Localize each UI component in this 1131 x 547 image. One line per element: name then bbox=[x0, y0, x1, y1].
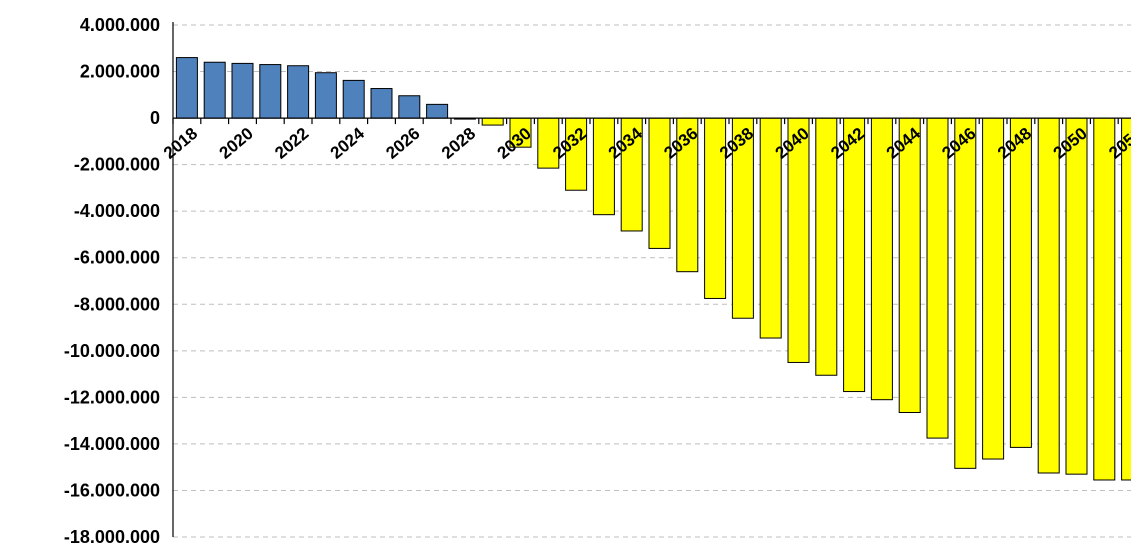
bar bbox=[982, 117, 1005, 460]
axes bbox=[172, 22, 1131, 537]
y-tick-label: -8.000.000 bbox=[74, 294, 160, 314]
bar bbox=[370, 88, 393, 119]
x-tick-label: 2026 bbox=[382, 124, 423, 163]
x-tick-label: 2024 bbox=[327, 123, 369, 162]
y-tick-label: -10.000.000 bbox=[64, 341, 160, 361]
bar bbox=[1093, 117, 1116, 481]
bar bbox=[481, 117, 504, 126]
y-tick-label: -14.000.000 bbox=[64, 434, 160, 454]
x-tick-label: 2028 bbox=[438, 124, 479, 163]
bar bbox=[175, 57, 198, 119]
bar bbox=[648, 117, 671, 249]
x-tick-label: 2018 bbox=[160, 124, 201, 163]
x-tick-label: 2020 bbox=[216, 124, 257, 163]
bar bbox=[287, 65, 310, 119]
bar bbox=[1009, 117, 1032, 448]
bar bbox=[231, 62, 254, 119]
bar bbox=[203, 61, 226, 119]
y-tick-label: -12.000.000 bbox=[64, 387, 160, 407]
bar bbox=[259, 64, 282, 119]
bar bbox=[1037, 117, 1060, 474]
bar bbox=[398, 95, 421, 119]
bar bbox=[1065, 117, 1088, 475]
bar bbox=[1121, 117, 1131, 481]
bar bbox=[870, 117, 893, 401]
y-tick-label: 0 bbox=[150, 108, 160, 128]
y-tick-label: -2.000.000 bbox=[74, 155, 160, 175]
y-tick-label: -6.000.000 bbox=[74, 248, 160, 268]
y-tick-label: -18.000.000 bbox=[64, 527, 160, 547]
bar bbox=[926, 117, 949, 439]
y-tick-label: 2.000.000 bbox=[80, 62, 160, 82]
bar bbox=[898, 117, 921, 413]
y-tick-label: 4.000.000 bbox=[80, 15, 160, 35]
bars bbox=[175, 57, 1131, 481]
bar bbox=[843, 117, 866, 393]
x-tick-label: 2022 bbox=[271, 124, 312, 163]
bar bbox=[592, 117, 615, 216]
bar bbox=[954, 117, 977, 469]
bar bbox=[342, 79, 365, 119]
y-tick-labels: 4.000.000 2.000.000 0 -2.000.000 -4.000.000 -… bbox=[64, 15, 160, 547]
bar bbox=[314, 72, 337, 119]
bar bbox=[426, 103, 449, 119]
y-tick-label: -4.000.000 bbox=[74, 201, 160, 221]
y-tick-label: -16.000.000 bbox=[64, 480, 160, 500]
